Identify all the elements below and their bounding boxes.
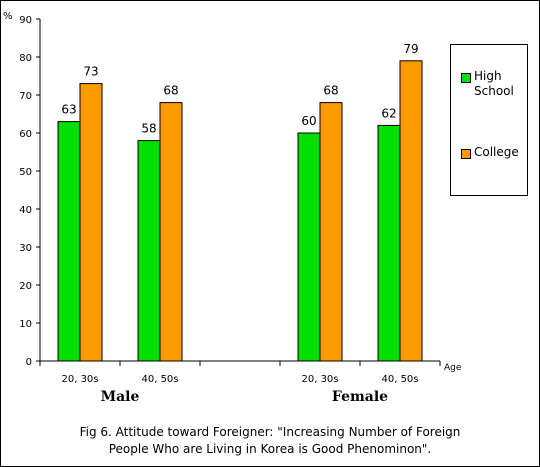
legend-label-high-school: High School [474, 69, 514, 98]
y-tick-label: 20 [19, 281, 32, 292]
bar [159, 102, 183, 362]
y-tick-label: 50 [19, 167, 32, 178]
legend-swatch-college [461, 149, 471, 159]
bar [377, 124, 401, 362]
y-tick-label: 40 [19, 205, 32, 216]
caption-line-1: Fig 6. Attitude toward Foreigner: "Incre… [79, 425, 461, 439]
bar [137, 140, 161, 362]
bar [79, 83, 103, 362]
bar-value-label: 73 [83, 65, 98, 79]
y-tick-label: 60 [19, 129, 32, 140]
bar-value-label: 68 [163, 84, 178, 98]
figure-caption: Fig 6. Attitude toward Foreigner: "Incre… [0, 424, 540, 458]
bar [399, 60, 423, 362]
bar-value-label: 60 [301, 114, 316, 128]
group-label: Male [101, 389, 140, 405]
x-category-label: 20, 30s [301, 374, 338, 385]
bar-value-label: 79 [403, 42, 418, 56]
bar [297, 132, 321, 362]
legend-label-college: College [474, 145, 519, 159]
x-category-label: 20, 30s [61, 374, 98, 385]
bar-value-label: 62 [381, 106, 396, 120]
y-tick-label: 10 [19, 319, 32, 330]
bar [319, 102, 343, 362]
chart-legend: High School College [450, 44, 528, 196]
legend-swatch-high-school [461, 73, 471, 83]
y-unit-label: % [3, 11, 13, 22]
x-category-label: 40, 50s [381, 374, 418, 385]
caption-line-2: People Who are Living in Korea is Good P… [108, 442, 432, 456]
y-tick-label: 0 [26, 357, 32, 368]
legend-item-college: College [461, 145, 524, 160]
bar-value-label: 58 [141, 122, 156, 136]
bar-value-label: 68 [323, 84, 338, 98]
y-tick-label: 90 [19, 15, 32, 26]
bar [57, 121, 81, 362]
x-unit-label: Age [444, 363, 462, 373]
legend-item-high-school: High School [461, 69, 524, 99]
x-category-label: 40, 50s [141, 374, 178, 385]
y-tick-label: 30 [19, 243, 32, 254]
y-tick-label: 80 [19, 53, 32, 64]
y-tick-label: 70 [19, 91, 32, 102]
group-label: Female [332, 389, 388, 405]
bar-value-label: 63 [61, 103, 76, 117]
